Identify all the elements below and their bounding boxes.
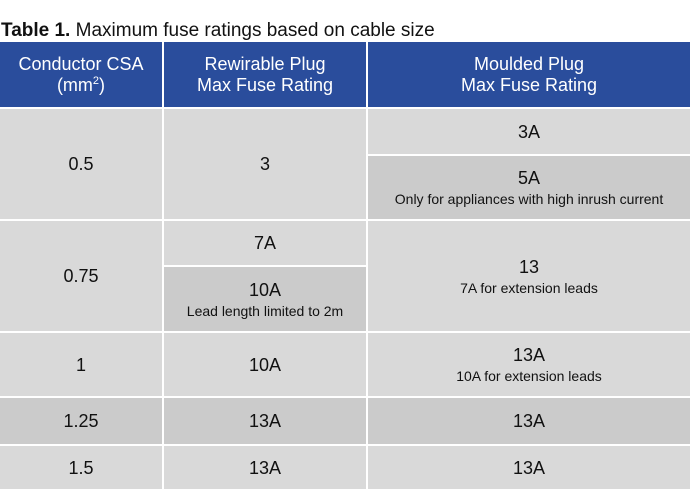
table-row-4-csa: 1.5 <box>0 446 162 489</box>
header-conductor-csa-line2: (mm2) <box>56 74 106 95</box>
rewirable-value: 10A <box>248 279 282 300</box>
moulded-value: 13A <box>512 411 546 431</box>
table-caption: Table 1. Maximum fuse ratings based on c… <box>1 18 435 44</box>
table-row-0-rewirable: 3 <box>164 109 366 219</box>
csa-value: 0.75 <box>63 266 99 286</box>
rewirable-value: 7A <box>253 233 277 253</box>
table-row-1-rewirable-a: 7A <box>164 221 366 265</box>
csa-value: 1.25 <box>63 411 99 431</box>
caption-prefix: Table 1. <box>1 20 71 41</box>
rewirable-value: 3 <box>259 154 270 174</box>
moulded-value: 13A <box>512 345 546 365</box>
header-conductor-csa-line1: Conductor CSA <box>18 53 144 74</box>
csa-value: 0.5 <box>68 154 94 174</box>
moulded-note: 7A for extension leads <box>460 279 598 296</box>
header-rewirable-line1: Rewirable Plug <box>204 53 326 74</box>
moulded-value: 3A <box>517 121 541 142</box>
header-moulded-line1: Moulded Plug <box>473 53 585 74</box>
table-row-0-moulded-b: 5A Only for appliances with high inrush … <box>368 156 690 219</box>
table-row-1-moulded: 13 7A for extension leads <box>368 221 690 331</box>
csa-value: 1.5 <box>68 457 94 478</box>
header-rewirable-line2: Max Fuse Rating <box>196 74 334 95</box>
header-rewirable-plug: Rewirable Plug Max Fuse Rating <box>164 42 366 107</box>
table-row-1-rewirable-b: 10A Lead length limited to 2m <box>164 267 366 331</box>
caption-text: Maximum fuse ratings based on cable size <box>70 20 435 41</box>
table-row-1-csa: 0.75 <box>0 221 162 331</box>
moulded-note: Only for appliances with high inrush cur… <box>394 191 664 207</box>
rewirable-value: 10A <box>248 354 282 375</box>
table-row-0-csa: 0.5 <box>0 109 162 219</box>
csa-value: 1 <box>75 354 86 375</box>
table-row-3-moulded: 13A <box>368 398 690 444</box>
rewirable-value: 13A <box>248 457 282 478</box>
table-row-2-moulded: 13A 10A for extension leads <box>368 333 690 396</box>
table-row-3-csa: 1.25 <box>0 398 162 444</box>
moulded-value: 13 <box>518 256 540 277</box>
table-row-2-rewirable: 10A <box>164 333 366 396</box>
rewirable-note: Lead length limited to 2m <box>186 302 344 319</box>
header-moulded-plug: Moulded Plug Max Fuse Rating <box>368 42 690 107</box>
table-row-3-rewirable: 13A <box>164 398 366 444</box>
rewirable-value: 13A <box>248 411 282 431</box>
moulded-value: 13A <box>512 457 546 478</box>
table-row-0-moulded-a: 3A <box>368 109 690 154</box>
header-conductor-csa: Conductor CSA (mm2) <box>0 42 162 107</box>
moulded-note: 10A for extension leads <box>456 368 602 384</box>
header-moulded-line2: Max Fuse Rating <box>460 74 598 95</box>
table-row-4-rewirable: 13A <box>164 446 366 489</box>
table-row-4-moulded: 13A <box>368 446 690 489</box>
table-row-2-csa: 1 <box>0 333 162 396</box>
moulded-value: 5A <box>517 168 541 188</box>
